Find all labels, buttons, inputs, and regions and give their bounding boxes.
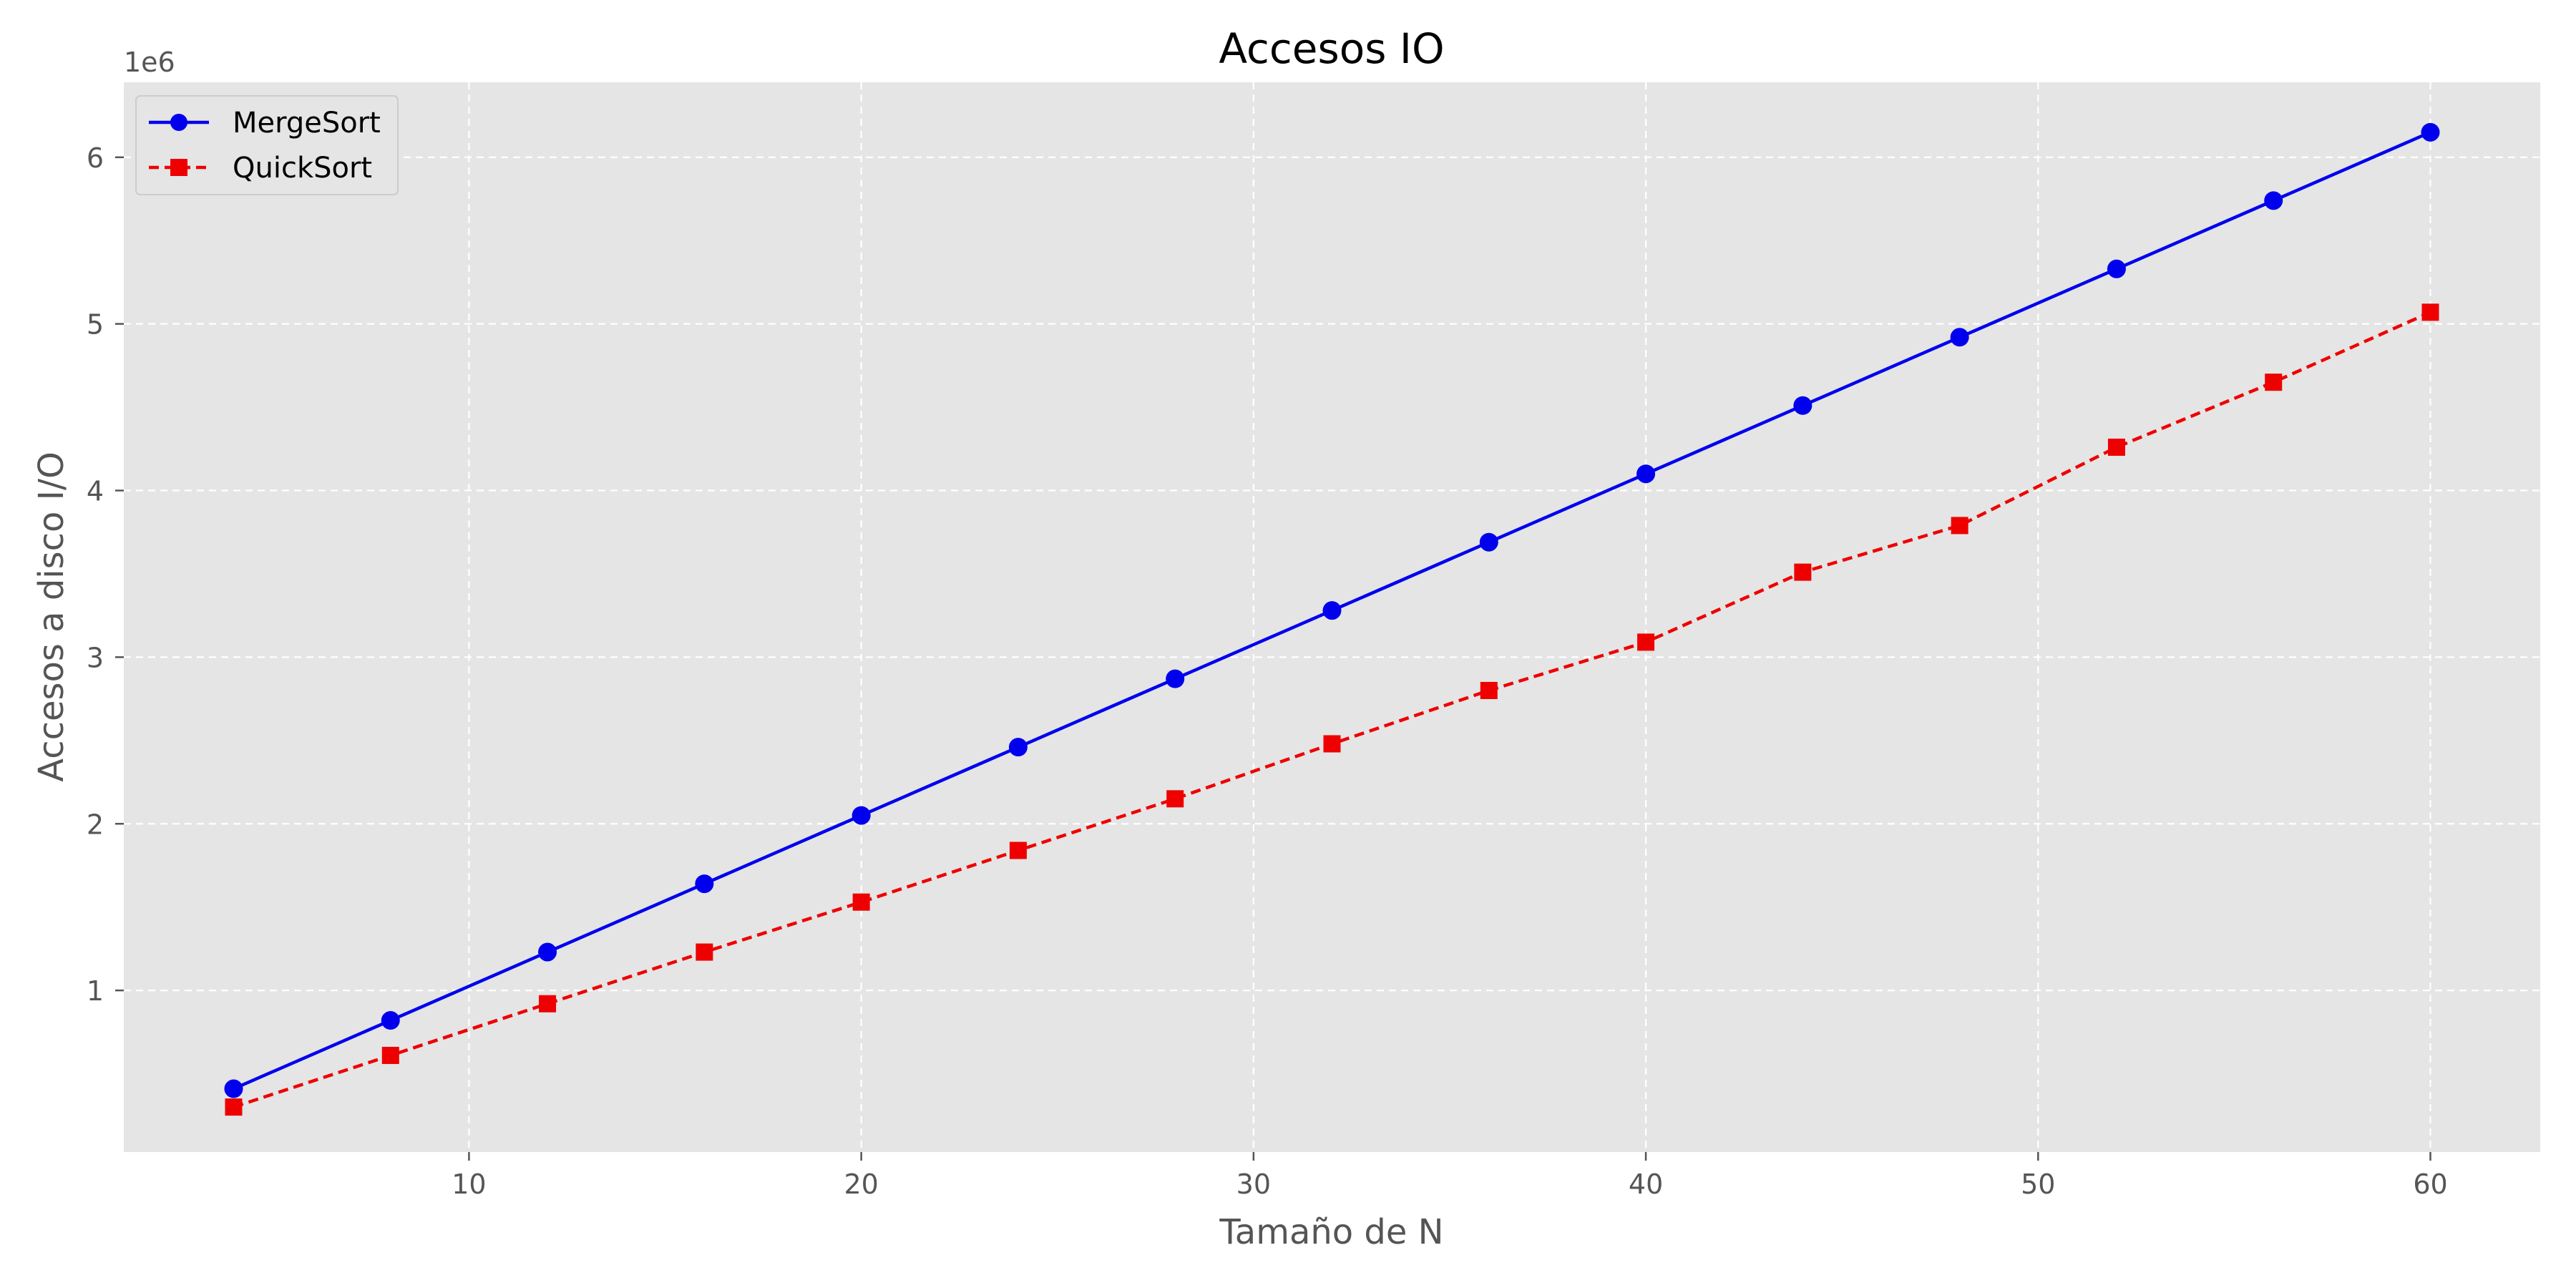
legend-marker-quicksort — [170, 159, 187, 176]
data-point-mergesort — [381, 1011, 400, 1030]
data-point-quicksort — [1009, 841, 1027, 859]
x-tick-label: 50 — [2021, 1169, 2055, 1200]
data-point-quicksort — [539, 995, 557, 1013]
grid-lines — [124, 82, 2540, 1152]
data-point-quicksort — [1323, 735, 1341, 753]
data-point-quicksort — [1794, 563, 1812, 581]
data-point-quicksort — [1480, 681, 1498, 699]
legend: MergeSort QuickSort — [135, 95, 399, 195]
data-point-mergesort — [1950, 328, 1969, 347]
data-point-quicksort — [852, 893, 870, 911]
y-tick-label: 1 — [87, 975, 104, 1007]
x-tick-label: 40 — [1629, 1169, 1663, 1200]
legend-label-mergesort: MergeSort — [233, 107, 381, 140]
data-point-quicksort — [1637, 633, 1655, 651]
data-point-mergesort — [1479, 532, 1498, 552]
data-point-mergesort — [695, 874, 714, 894]
data-point-quicksort — [1166, 790, 1184, 808]
data-point-mergesort — [1636, 464, 1656, 484]
axis-ticks: 10 20 30 40 50 60 1 2 3 4 5 6 — [87, 142, 2448, 1200]
x-tick-label: 30 — [1236, 1169, 1271, 1200]
y-tick-label: 3 — [87, 642, 104, 673]
data-point-quicksort — [696, 943, 713, 961]
data-point-quicksort — [1951, 517, 1968, 535]
y-axis-label: Accesos a disco I/O — [31, 452, 72, 782]
y-tick-label: 5 — [87, 309, 104, 341]
chart-title: Accesos IO — [1219, 24, 1444, 73]
data-point-mergesort — [1322, 601, 1342, 620]
x-tick-label: 60 — [2413, 1169, 2447, 1200]
data-point-quicksort — [225, 1098, 243, 1116]
data-point-quicksort — [2265, 374, 2283, 391]
data-point-mergesort — [2107, 259, 2126, 278]
data-point-mergesort — [852, 806, 871, 825]
legend-marker-mergesort — [170, 114, 187, 131]
x-tick-label: 10 — [452, 1169, 486, 1200]
data-point-mergesort — [224, 1079, 243, 1098]
data-point-mergesort — [538, 942, 557, 962]
data-point-mergesort — [2421, 122, 2440, 142]
series-mergesort — [224, 122, 2440, 1098]
series-layer — [224, 122, 2440, 1116]
series-quicksort — [225, 303, 2439, 1116]
data-point-mergesort — [1166, 669, 1185, 688]
data-point-quicksort — [2107, 438, 2125, 456]
data-point-mergesort — [1008, 738, 1028, 757]
y-tick-label: 4 — [87, 476, 104, 507]
data-point-mergesort — [2264, 191, 2283, 210]
data-point-mergesort — [1793, 396, 1813, 415]
legend-label-quicksort: QuickSort — [233, 152, 372, 185]
data-point-quicksort — [381, 1046, 399, 1064]
y-axis-offset-label: 1e6 — [124, 47, 175, 78]
x-axis-label: Tamaño de N — [1219, 1212, 1443, 1252]
y-tick-label: 6 — [87, 142, 104, 174]
x-tick-label: 20 — [844, 1169, 878, 1200]
y-tick-label: 2 — [87, 809, 104, 840]
legend-box — [135, 95, 399, 195]
data-point-quicksort — [2421, 303, 2439, 321]
